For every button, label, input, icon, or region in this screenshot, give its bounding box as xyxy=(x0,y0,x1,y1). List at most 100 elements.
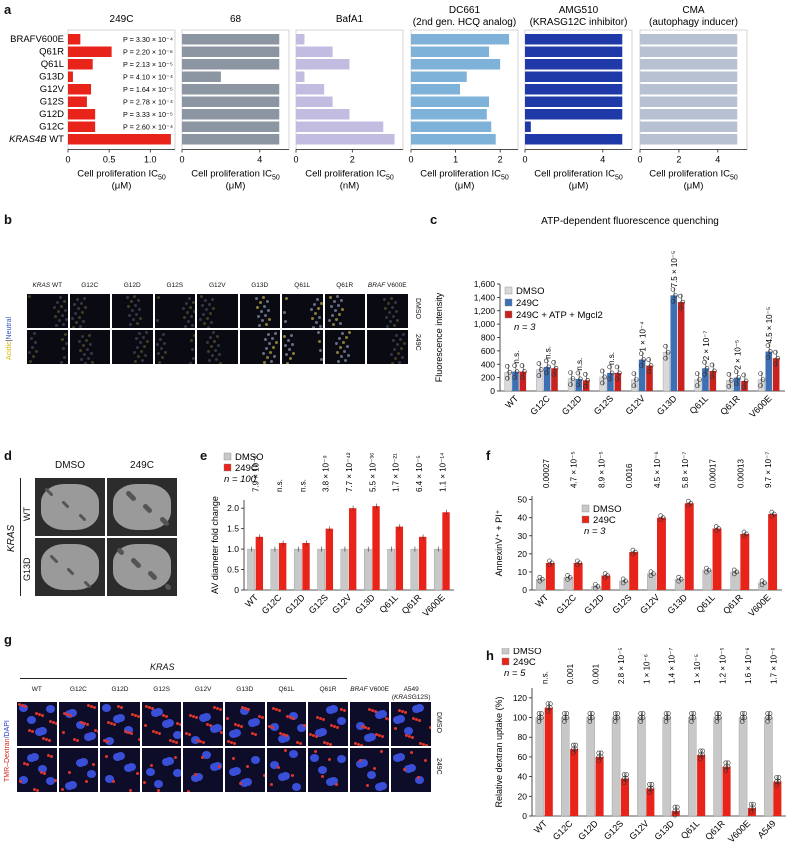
bar xyxy=(442,512,450,590)
y-tick-label: 60 xyxy=(518,752,528,762)
bar xyxy=(670,295,678,391)
y-tick-label: 40 xyxy=(518,513,528,523)
panel-g-image xyxy=(58,702,99,746)
significance-label: 5.5 × 10⁻³⁶ xyxy=(368,453,377,492)
bar xyxy=(614,372,622,391)
significance-label: n.s. xyxy=(512,351,521,364)
y-tick-label: 1,600 xyxy=(474,279,496,289)
data-point xyxy=(758,371,763,376)
bar xyxy=(525,71,623,82)
data-point xyxy=(519,363,525,368)
significance-label: 0.00013 xyxy=(736,459,745,488)
significance-label: 0.001 xyxy=(592,663,601,684)
bar xyxy=(773,781,782,816)
panel-b-row-label: DMSO xyxy=(413,298,421,319)
category-label: G12C xyxy=(554,592,578,616)
significance-label: 1.4 × 10⁻⁷ xyxy=(668,648,677,684)
panel-d-image xyxy=(107,478,177,536)
category-label: G12D xyxy=(560,393,584,417)
legend-label: DMSO xyxy=(513,648,542,657)
legend-label: 249C xyxy=(593,515,616,526)
panel-a-chart-0: 249C 0 0.5 1.0 Cell proliferation IC50(μM) P … xyxy=(65,14,176,192)
panel-e-chart: 0 0.5 1.0 1.5 2.0 AV diameter fold change WT 7.… xyxy=(210,452,454,618)
category-label: G12C xyxy=(528,393,552,417)
data-point xyxy=(709,374,715,380)
data-point xyxy=(537,578,543,584)
data-point xyxy=(631,371,637,376)
data-point xyxy=(575,382,581,388)
panel-b-image xyxy=(27,294,68,328)
panel-b-image xyxy=(324,294,365,328)
p-value: P = 2.13 × 10⁻⁵ xyxy=(123,60,173,69)
panel-b-header-2: G12D xyxy=(123,282,141,289)
n-label: n = 3 xyxy=(584,526,606,537)
data-point xyxy=(678,305,683,311)
panel-g-header-8: BRAF V600E xyxy=(350,686,389,693)
x-axis-label: Cell proliferation IC50 xyxy=(77,169,166,182)
bar xyxy=(411,46,490,57)
data-point xyxy=(585,378,591,383)
data-point xyxy=(599,368,605,374)
data-point xyxy=(512,363,517,368)
significance-label: 1.7 × 10⁻⁶ xyxy=(769,648,778,684)
row-label-3: G13D xyxy=(39,72,64,83)
significance-label: 1.7 × 10⁻²¹ xyxy=(392,453,401,492)
bar xyxy=(764,717,773,817)
category-label: G12V xyxy=(638,592,661,615)
data-point xyxy=(551,371,556,377)
data-point xyxy=(742,711,747,716)
panel-g-image xyxy=(391,702,431,746)
significance-label: 2 × 10⁻⁵ xyxy=(734,340,743,370)
data-point xyxy=(658,517,663,522)
data-point xyxy=(776,775,782,780)
bar xyxy=(620,778,629,816)
tick-label: 0 xyxy=(522,155,527,165)
panel-f-chart: 0 10 20 30 40 50 AnnexinV⁺ + PI⁺ WT 0.00027 G12C 4… xyxy=(494,451,782,618)
panel-g-a549-sub: (KRASG12S) xyxy=(391,694,431,701)
panel-d-col-label: 249C xyxy=(130,460,154,471)
data-point xyxy=(686,502,691,508)
legend-swatch xyxy=(501,657,510,666)
bar xyxy=(302,542,310,590)
data-point xyxy=(694,383,700,388)
dapi-label: /DAPI xyxy=(4,720,11,739)
bar xyxy=(525,34,623,45)
legend-label: 249C xyxy=(516,298,539,309)
data-point xyxy=(713,528,719,533)
data-point xyxy=(536,715,542,720)
data-point xyxy=(709,362,715,368)
bar xyxy=(279,542,287,590)
bar xyxy=(638,359,646,391)
panel-b-side-label: Acidic|Neutral xyxy=(6,316,13,360)
x-axis-unit: (μM) xyxy=(569,181,589,192)
data-point xyxy=(765,343,771,348)
bar xyxy=(68,109,96,120)
category-label: G12S xyxy=(602,818,625,841)
tick-label: 4 xyxy=(715,155,720,165)
bar xyxy=(747,808,756,816)
data-point xyxy=(565,577,570,582)
data-point xyxy=(536,361,542,366)
bar xyxy=(570,749,579,816)
panel-b-image xyxy=(69,294,110,328)
n-label: n = 100 xyxy=(224,474,257,485)
bar xyxy=(525,46,623,57)
bar xyxy=(551,368,558,391)
panel-g-group-label: KRAS xyxy=(150,662,175,672)
n-label: n = 3 xyxy=(514,322,536,333)
data-point xyxy=(666,711,671,716)
significance-label: 8.9 × 10⁻⁵ xyxy=(597,451,606,488)
data-point xyxy=(663,715,669,720)
panel-b-image xyxy=(112,330,153,364)
bar xyxy=(182,134,280,145)
significance-label: 4.5 × 10⁻⁶ xyxy=(653,451,662,488)
panel-d-image xyxy=(35,538,105,596)
category-label: V600E xyxy=(746,592,772,618)
data-point xyxy=(670,299,676,304)
data-point xyxy=(570,376,576,381)
y-tick-label: 800 xyxy=(481,333,495,343)
data-point xyxy=(539,711,544,716)
data-point xyxy=(751,801,756,807)
y-axis-label: AnnexinV⁺ + PI⁺ xyxy=(494,509,504,576)
category-label: G12D xyxy=(283,592,307,616)
